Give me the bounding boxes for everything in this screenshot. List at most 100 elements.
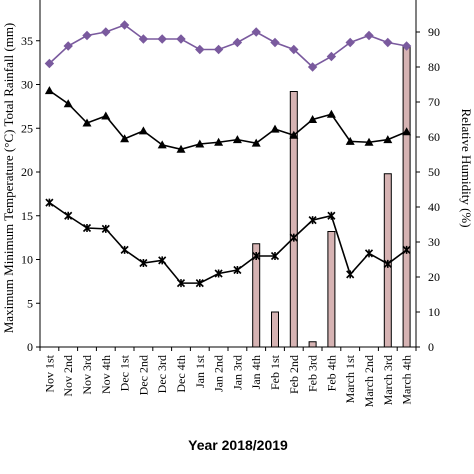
triangle-marker [326,109,336,118]
triangle-marker [157,140,167,149]
x-tick-label: Feb 2nd [287,355,301,394]
diamond-marker [44,58,55,69]
x-tick-label: Dec 2nd [136,355,150,395]
diamond-marker [326,51,337,62]
star-marker [233,265,242,275]
diamond-marker [119,20,130,30]
series-lines [44,20,412,288]
series-line-triangle [48,89,407,151]
star-marker [289,233,298,242]
right-tick-label: 40 [428,200,440,214]
left-tick-label: 30 [21,78,33,92]
diamond-marker [251,27,261,37]
left-tick-label: 20 [21,165,33,179]
right-tick-label: 90 [428,25,440,39]
triangle-marker [195,139,205,148]
x-tick-labels: Nov 1st Nov 2nd Nov 3rd Nov 4th Dec 1st Dec 2… [42,354,413,407]
left-tick-label: 10 [21,253,33,267]
triangle-marker [308,115,318,123]
x-tick-label: Feb 1st [268,354,282,390]
right-tick-label: 60 [428,130,440,144]
star-marker [101,224,110,233]
left-tick-label: 0 [27,340,33,354]
triangle-marker [214,137,224,146]
x-tick-label: March 4th [400,355,414,405]
triangle-marker [345,136,355,145]
x-tick-label: Nov 3rd [80,355,94,395]
left-axis-title: Maximum Minimum Temperature (°C) Total R… [1,23,16,334]
triangle-marker [63,99,73,108]
diamond-marker [101,27,111,37]
diamond-marker [157,34,167,44]
diamond-marker [364,30,374,41]
star-marker [158,256,167,265]
diamond-marker [63,41,73,51]
x-tick-label: Nov 4th [99,355,113,394]
star-marker [45,198,54,207]
x-tick-label: Dec 1st [118,354,132,391]
x-tick-label: Feb 4th [324,355,338,391]
right-tick-label: 20 [428,270,440,284]
x-tick-label: March 1st [343,354,357,403]
x-tick-label: Jan 2nd [212,355,226,392]
rainfall-bar [327,231,336,348]
star-marker [402,245,411,254]
diamond-marker [232,37,243,48]
triangle-marker [383,135,393,144]
star-marker [327,211,336,220]
star-marker [82,223,92,233]
left-tick-label: 25 [21,121,33,135]
diamond-marker [307,62,318,72]
triangle-marker [402,127,412,136]
star-marker [346,270,355,279]
star-marker [308,216,317,225]
triangle-marker [270,124,280,133]
x-tick-label: Dec 3rd [155,355,169,393]
right-tick-label: 30 [428,235,440,249]
diamond-marker [213,44,224,55]
rainfall-bar [308,341,317,348]
star-marker [139,258,148,268]
diamond-marker [270,37,280,48]
right-tick-label: 50 [428,165,440,179]
star-marker [252,251,261,261]
x-tick-label: March 3rd [381,355,395,405]
triangle-marker [176,144,186,153]
star-marker [270,251,280,261]
x-tick-label: Jan 4th [249,355,263,389]
diamond-marker [138,34,149,44]
triangle-marker [364,137,374,146]
diamond-marker [383,37,393,48]
triangle-marker [101,111,111,120]
triangle-marker [120,134,130,143]
star-marker [120,245,129,254]
star-marker [383,259,392,268]
x-tick-label: Jan 3rd [230,355,244,390]
diamond-marker [345,37,355,48]
star-marker [214,269,223,278]
left-tick-label: 15 [21,209,33,223]
diamond-marker [401,41,412,51]
triangle-marker [138,126,148,135]
axes [36,0,420,351]
x-tick-label: Feb 3rd [306,355,320,392]
rainfall-bar [402,45,411,348]
star-marker [364,249,374,258]
rainfall-bar [289,91,298,348]
x-tick-label: Nov 2nd [61,355,75,397]
right-axis-title: Relative Humidity (%) [459,108,474,227]
x-tick-label: March 2nd [362,355,376,407]
left-tick-label: 5 [27,296,33,310]
right-tick-label: 80 [428,60,440,74]
x-tick-label: Jan 1st [193,354,207,388]
rainfall-bar [271,311,279,348]
x-tick-label: Nov 1st [42,354,56,392]
triangle-marker [251,138,261,147]
x-tick-label: Dec 4th [174,355,188,393]
left-tick-label: 35 [21,34,33,48]
triangle-marker [82,118,92,127]
diamond-marker [176,34,186,44]
triangle-marker [232,135,242,144]
right-tick-label: 70 [428,95,440,109]
